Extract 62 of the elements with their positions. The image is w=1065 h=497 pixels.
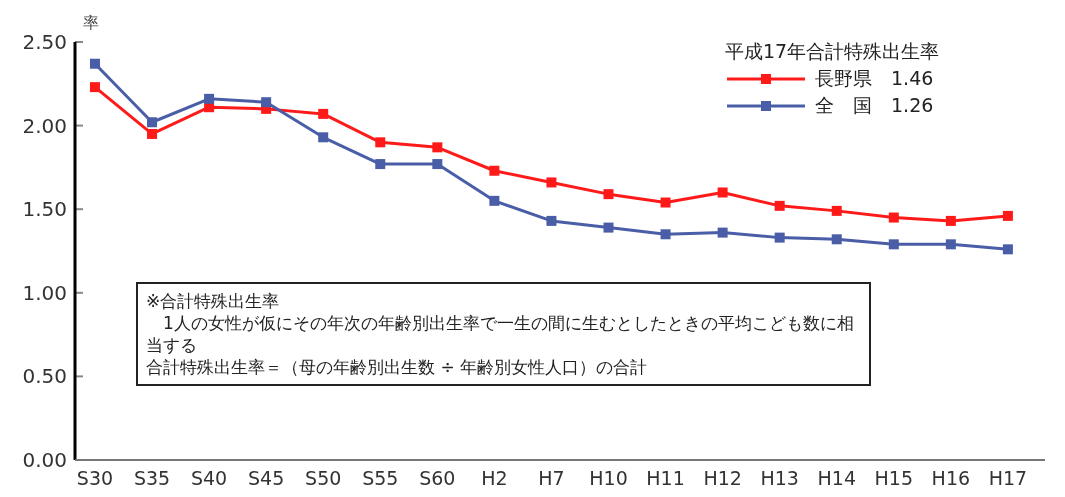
- point: [204, 93, 215, 104]
- point: [261, 97, 272, 108]
- point: [660, 229, 671, 240]
- y-tick-label: 0.50: [22, 364, 67, 389]
- point: [432, 159, 443, 170]
- point: [831, 234, 842, 245]
- point: [717, 187, 728, 198]
- point: [147, 117, 158, 128]
- x-tick-label: H16: [931, 467, 971, 489]
- point: [375, 137, 386, 148]
- point: [888, 239, 899, 250]
- x-tick-label: H7: [538, 467, 565, 489]
- x-tick-label: H10: [589, 467, 628, 489]
- y-tick-label: 1.00: [22, 280, 67, 305]
- point: [717, 227, 728, 238]
- x-tick-label: H12: [703, 467, 742, 489]
- annotation: 1人の女性が仮にその年次の年齢別出生率で一生の間に生むとしたときの平均こども数に相当する: [146, 312, 855, 356]
- point: [831, 205, 842, 216]
- x-tick-label: S35: [133, 467, 171, 489]
- x-tick-label: H11: [646, 467, 685, 489]
- annotation: ※合計特殊出生率: [146, 290, 281, 312]
- point: [546, 177, 557, 188]
- point: [375, 159, 386, 170]
- y-tick-label: 2.00: [22, 113, 67, 138]
- point: [147, 128, 158, 139]
- point: [774, 232, 785, 243]
- x-tick-label: H17: [988, 467, 1028, 489]
- point: [603, 189, 614, 200]
- x-tick-label: S40: [190, 467, 228, 489]
- x-tick-label: S60: [419, 467, 456, 489]
- point: [318, 132, 329, 143]
- point: [1002, 210, 1013, 221]
- y-tick-label: 2.50: [22, 30, 67, 54]
- point: [603, 222, 614, 233]
- x-tick-label: H14: [817, 467, 856, 489]
- point: [888, 212, 899, 223]
- x-tick-label: S45: [248, 467, 285, 489]
- point: [432, 142, 443, 153]
- x-tick-label: S55: [362, 467, 399, 489]
- x-tick-label: S50: [305, 467, 342, 489]
- y-tick-label: 1.50: [22, 197, 67, 222]
- y-tick-label: 0.00: [22, 448, 67, 472]
- point: [774, 200, 785, 211]
- point: [89, 82, 100, 93]
- legend-label: 全 国 1.26: [815, 94, 934, 117]
- x-tick-label: H2: [481, 467, 508, 489]
- point: [489, 195, 500, 206]
- point: [660, 197, 671, 208]
- point: [89, 58, 100, 69]
- point: [546, 215, 557, 226]
- x-tick-label: S30: [76, 467, 114, 489]
- point: [945, 215, 956, 226]
- legend-label: 長野県 1.46: [815, 67, 934, 90]
- point: [489, 165, 500, 176]
- point: [945, 239, 956, 250]
- annotation: 合計特殊出生率＝（母の年齢別出生数 ÷ 年齢別女性人口）の合計: [146, 356, 649, 378]
- point: [318, 108, 329, 119]
- y-axis-title: 率: [83, 13, 99, 32]
- x-tick-label: H13: [760, 467, 799, 489]
- legend-title: 平成17年合計特殊出生率: [725, 40, 940, 63]
- point: [1002, 244, 1013, 255]
- x-tick-label: H15: [874, 467, 914, 489]
